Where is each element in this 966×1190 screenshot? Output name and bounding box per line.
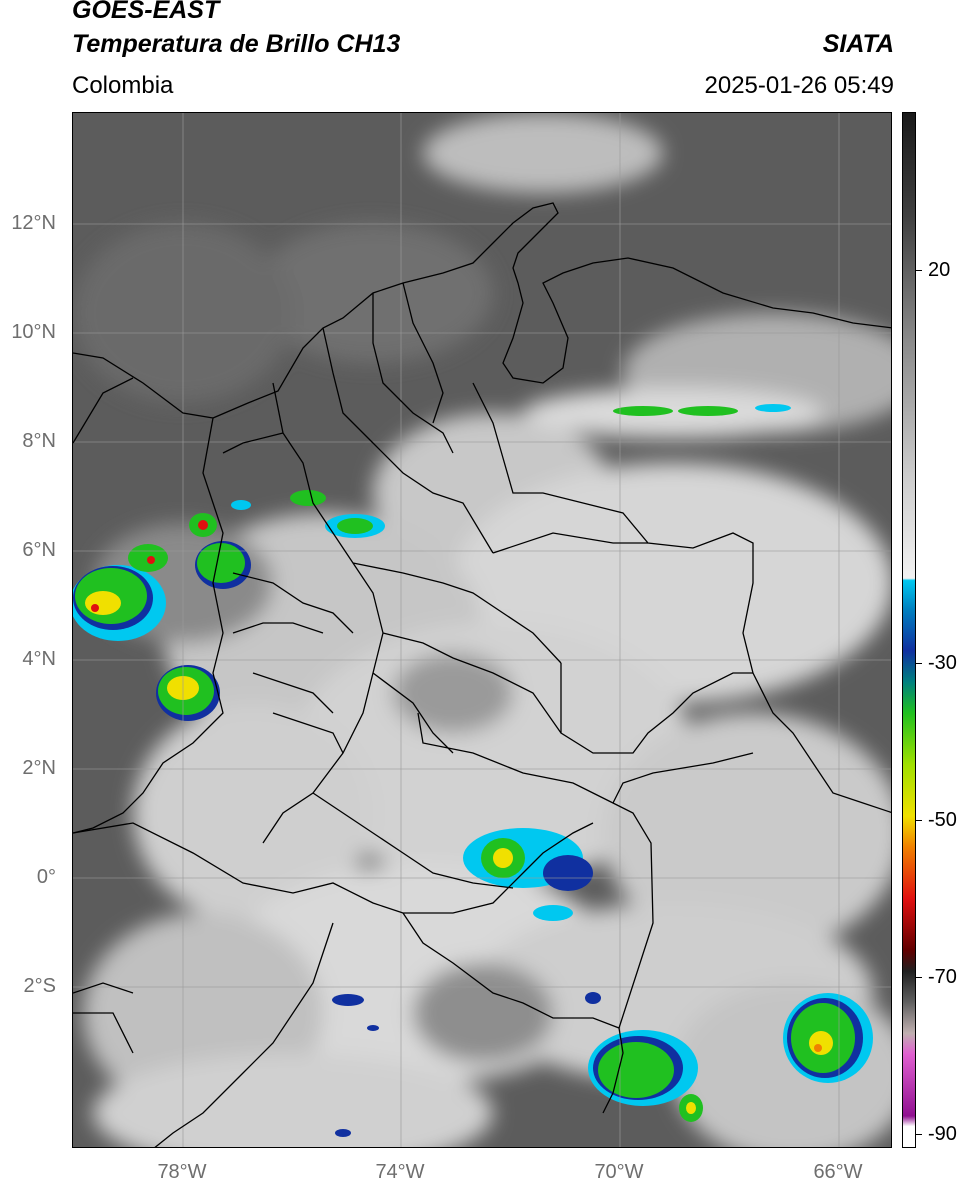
lat-label-6n: 6°N [22,539,56,561]
lat-label-12n: 12°N [11,212,56,234]
satellite-map [72,112,892,1148]
colorbar-tick-minus50 [916,820,922,821]
lon-label-66w: 66°W [813,1161,863,1183]
lat-label-8n: 8°N [22,430,56,452]
colorbar-label-20: 20 [928,259,951,281]
lat-label-2s: 2°S [23,975,56,997]
borders [73,202,891,1147]
colorbar-label-minus30: -30 [928,652,957,674]
lon-label-78w: 78°W [157,1161,207,1183]
agency-label: SIATA [822,30,894,58]
graticule [73,113,891,1147]
lat-label-2n: 2°N [22,757,56,779]
colorbar-tick-minus30 [916,663,922,664]
temperature-colorbar [902,112,916,1148]
map-canvas [73,113,891,1147]
colorbar-tick-20 [916,270,922,271]
lon-label-74w: 74°W [375,1161,425,1183]
colorbar-label-minus90: -90 [928,1123,957,1145]
lon-label-70w: 70°W [594,1161,644,1183]
convective-cells [73,404,873,1137]
colorbar-tick-minus90 [916,1134,922,1135]
colorbar-tick-minus70 [916,977,922,978]
colorbar-label-minus70: -70 [928,966,957,988]
lat-label-0: 0° [36,866,56,888]
lat-label-4n: 4°N [22,648,56,670]
region-label: Colombia [72,72,174,99]
colorbar-label-minus50: -50 [928,809,957,831]
datetime-label: 2025-01-26 05:49 [704,72,895,99]
title-satellite: GOES-EAST [72,0,220,24]
title-product: Temperatura de Brillo CH13 [72,30,401,58]
lat-label-10n: 10°N [11,321,56,343]
